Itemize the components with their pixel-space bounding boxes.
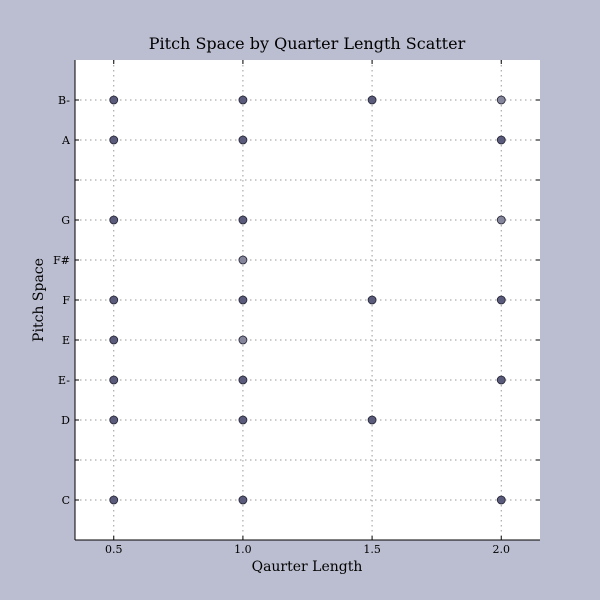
y-tick-label: E <box>62 334 70 347</box>
scatter-point <box>496 495 506 505</box>
y-tick-label: F# <box>53 254 70 267</box>
y-tick-label: F <box>62 294 70 307</box>
x-tick-label: 2.0 <box>493 543 511 556</box>
scatter-point <box>496 215 506 225</box>
x-tick-label: 1.5 <box>363 543 381 556</box>
scatter-point <box>109 335 119 345</box>
chart-title: Pitch Space by Quarter Length Scatter <box>149 34 466 53</box>
scatter-point <box>238 335 248 345</box>
scatter-point <box>367 295 377 305</box>
scatter-point <box>238 375 248 385</box>
y-tick-label: C <box>62 494 70 507</box>
scatter-point <box>496 95 506 105</box>
scatter-point <box>109 135 119 145</box>
scatter-point <box>238 215 248 225</box>
x-axis-label: Qaurter Length <box>252 559 363 575</box>
scatter-point <box>109 495 119 505</box>
scatter-point <box>109 375 119 385</box>
axis-ticks: 0.5 1.0 1.5 2.0 C D E- E F F# G A B- <box>53 60 540 556</box>
scatter-point <box>238 135 248 145</box>
scatter-point <box>109 215 119 225</box>
scatter-point <box>109 295 119 305</box>
scatter-point <box>496 295 506 305</box>
scatter-point <box>367 95 377 105</box>
scatter-point <box>496 135 506 145</box>
scatter-point <box>238 255 248 265</box>
plot-area <box>75 60 540 540</box>
scatter-point <box>109 415 119 425</box>
y-tick-label: E- <box>58 374 70 387</box>
y-axis-label: Pitch Space <box>31 258 47 342</box>
y-tick-label: G <box>61 214 70 227</box>
scatter-point <box>109 95 119 105</box>
x-tick-label: 0.5 <box>105 543 123 556</box>
scatter-point <box>367 415 377 425</box>
scatter-point <box>238 495 248 505</box>
data-points <box>109 95 506 505</box>
y-tick-label: A <box>61 134 71 147</box>
y-tick-label: D <box>61 414 70 427</box>
scatter-point <box>496 375 506 385</box>
x-tick-label: 1.0 <box>234 543 252 556</box>
y-tick-label: B- <box>58 94 70 107</box>
scatter-point <box>238 95 248 105</box>
scatter-point <box>238 415 248 425</box>
scatter-point <box>238 295 248 305</box>
